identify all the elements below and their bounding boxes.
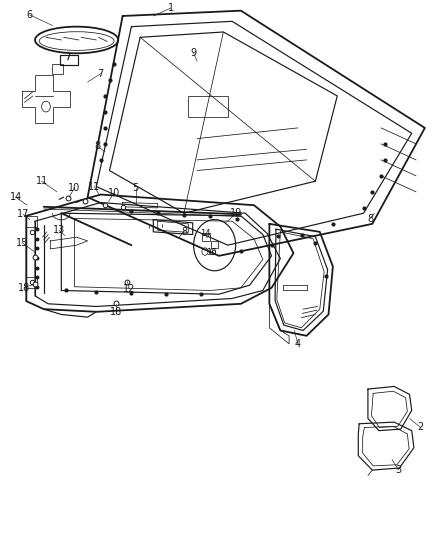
Text: 2: 2: [417, 423, 424, 432]
Text: 13: 13: [53, 225, 65, 235]
Text: 6: 6: [27, 10, 33, 20]
Text: 1: 1: [168, 3, 174, 13]
Text: 16: 16: [206, 248, 216, 257]
Text: 8: 8: [94, 141, 100, 151]
Text: 3: 3: [396, 465, 402, 475]
Text: 18: 18: [18, 283, 30, 293]
Text: 11: 11: [88, 182, 100, 191]
Text: 8: 8: [181, 227, 187, 237]
Text: 5: 5: [133, 183, 139, 192]
Text: 19: 19: [230, 208, 243, 218]
Text: 14: 14: [10, 192, 22, 202]
Text: 15: 15: [16, 238, 28, 247]
Text: 10: 10: [108, 188, 120, 198]
Text: 4: 4: [295, 339, 301, 349]
Text: 12: 12: [123, 284, 135, 294]
Text: 7: 7: [98, 69, 104, 78]
Text: 8: 8: [367, 214, 373, 223]
Text: 10: 10: [68, 183, 81, 192]
Text: 9: 9: [191, 49, 197, 58]
Text: 11: 11: [35, 176, 48, 186]
Text: 18: 18: [110, 307, 122, 317]
Text: 14: 14: [200, 229, 210, 238]
Text: 17: 17: [17, 209, 29, 219]
